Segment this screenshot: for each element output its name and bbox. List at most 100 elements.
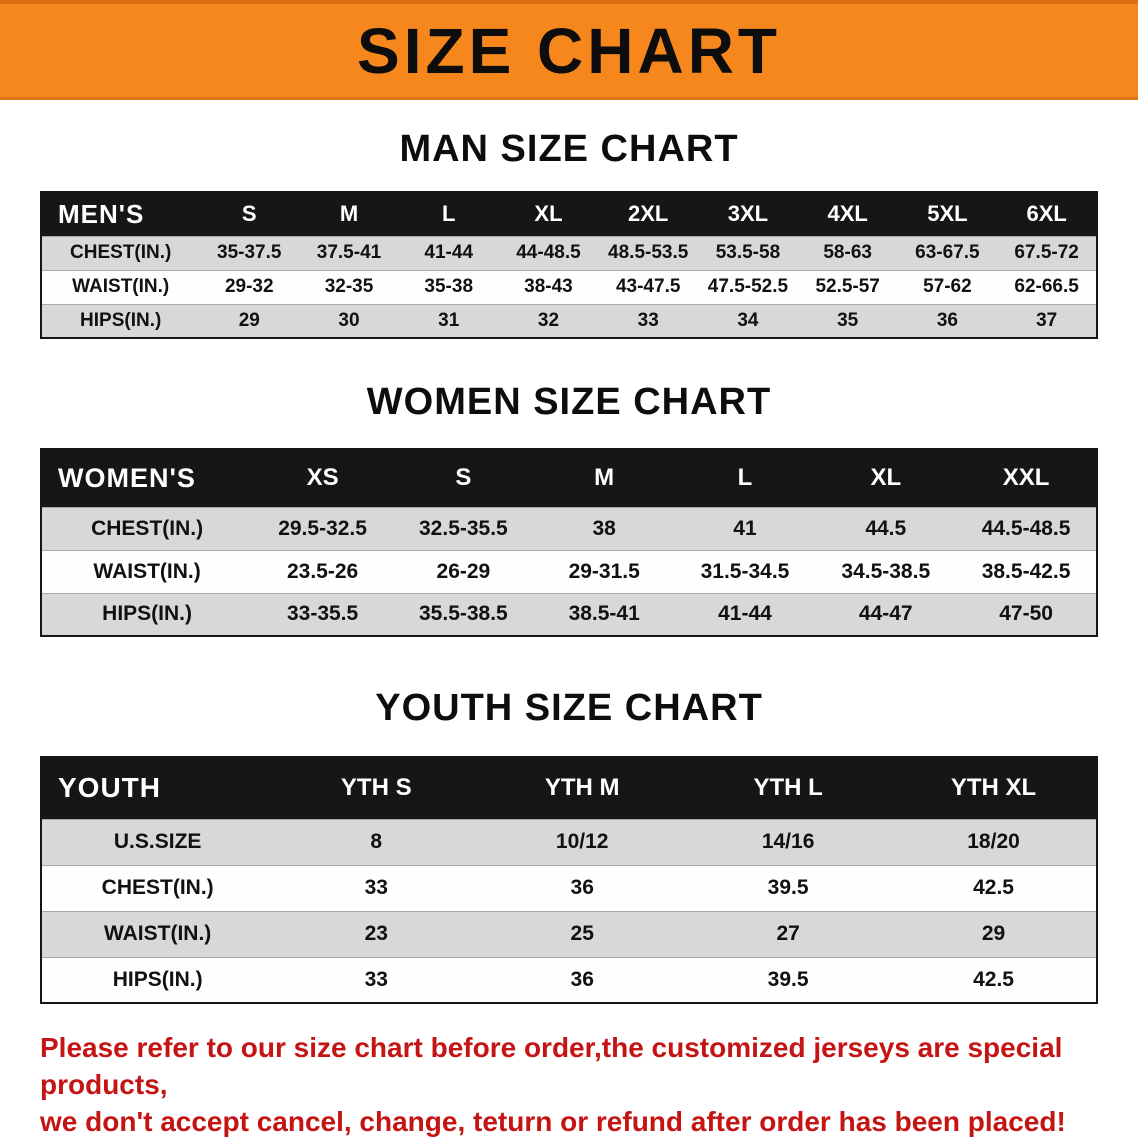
disclaimer-line-2: we don't accept cancel, change, teturn o… [40,1105,1066,1137]
measurement-value: 62-66.5 [1014,276,1079,297]
measurement-value: 44-47 [858,602,913,626]
disclaimer-line-1: Please refer to our size chart before or… [40,1032,1063,1100]
measurement-value: 35-38 [424,276,474,297]
size-column-header: XL [498,192,599,236]
measurement-value: 32.5-35.5 [419,516,508,540]
measurement-value: 67.5-72 [1014,242,1079,263]
measurement-value: 44-48.5 [516,242,581,263]
measurement-value: 36 [936,309,958,331]
measurement-label: CHEST(IN.) [70,242,172,263]
size-column-header: YTH M [479,757,686,819]
measurement-value: 44.5-48.5 [981,516,1071,540]
measurement-value: 29.5-32.5 [278,516,367,540]
measurement-value: 36 [570,876,594,899]
measurement-value: 32 [537,309,560,331]
measurement-label: WAIST(IN.) [103,922,212,945]
measurement-value: 35.5-38.5 [419,602,508,626]
measurement-label: HIPS(IN.) [102,602,193,626]
measurement-value: 38 [592,516,616,540]
measurement-value: 43-47.5 [615,276,681,297]
measurement-value: 48.5-53.5 [608,242,689,263]
measurement-value: 33 [637,309,659,331]
youth-size-chart-heading: YOUTH SIZE CHART [375,687,763,729]
measurement-value: 27 [776,922,800,945]
measurement-value: 52.5-57 [815,276,880,297]
table-row: WAIST(IN.) 23.5-26 26-29 29-31.5 31.5-34.5 34… [41,550,1097,593]
measurement-value: 37.5-41 [316,242,382,263]
measurement-value: 32-35 [324,276,374,297]
disclaimer: Please refer to our size chart before or… [40,1030,1100,1141]
measurement-value: 33 [364,876,388,899]
measurement-value: 30 [338,309,360,331]
size-column-header: XL [815,449,957,507]
measurement-label: HIPS(IN.) [80,309,162,331]
size-column-header: YTH L [685,757,892,819]
youth-size-table: YOUTH YTH S YTH M YTH L YTH XL U.S.SIZE 8 10/12… [40,756,1098,1004]
measurement-value: 14/16 [761,830,815,853]
measurement-value: 41-44 [718,602,772,626]
measurement-value: 35 [837,309,859,331]
measurement-value: 31 [438,309,460,331]
table-row: CHEST(IN.) 29.5-32.5 32.5-35.5 38 41 44.5 44.5… [41,507,1097,550]
measurement-value: 29 [238,309,260,331]
table-row: HIPS(IN.) 29 30 31 32 33 34 35 36 37 [41,304,1097,338]
measurement-value: 39.5 [767,967,809,991]
measurement-value: 47.5-52.5 [707,276,789,297]
size-column-header: 6XL [997,192,1097,236]
measurement-value: 57-62 [923,276,972,297]
measurement-value: 10/12 [555,830,609,853]
measurement-value: 36 [570,967,594,991]
measurement-value: 39.5 [767,876,809,899]
size-column-header: M [533,449,675,507]
table-row: U.S.SIZE 8 10/12 14/16 18/20 [41,819,1097,865]
size-column-header: S [199,192,300,236]
table-corner-label: MEN'S [41,192,200,236]
size-column-header: M [299,192,399,236]
measurement-value: 23.5-26 [286,559,359,583]
size-column-header: XS [252,449,393,507]
size-chart-banner: SIZE CHART [0,0,1138,100]
table-row: WAIST(IN.) 29-32 32-35 35-38 38-43 43-47.5 47.… [41,270,1097,304]
table-corner-label: WOMEN'S [41,449,253,507]
table-row: CHEST(IN.) 35-37.5 37.5-41 41-44 44-48.5 48.5… [41,236,1097,270]
measurement-label: CHEST(IN.) [101,876,214,899]
measurement-label: U.S.SIZE [113,830,202,853]
measurement-value: 38-43 [524,276,573,297]
measurement-label: WAIST(IN.) [93,559,201,583]
size-column-header: 4XL [797,192,898,236]
measurement-value: 42.5 [973,967,1014,991]
size-column-header: 2XL [598,192,699,236]
measurement-value: 26-29 [436,559,491,583]
measurement-value: 38.5-42.5 [981,559,1071,583]
table-row: HIPS(IN.) 33 36 39.5 42.5 [41,957,1097,1003]
women-size-chart-heading: WOMEN SIZE CHART [366,381,772,423]
measurement-value: 38.5-41 [568,602,640,626]
measurement-label: CHEST(IN.) [91,516,204,540]
measurement-value: 44.5 [865,516,907,540]
measurement-value: 47-50 [999,602,1053,626]
measurement-value: 53.5-58 [715,242,781,263]
size-column-header: S [392,449,534,507]
table-row: HIPS(IN.) 33-35.5 35.5-38.5 38.5-41 41-44 44-… [41,593,1097,636]
measurement-value: 29 [981,922,1006,945]
measurement-value: 41 [733,516,757,540]
measurement-value: 34 [737,309,759,331]
size-column-header: XXL [956,449,1097,507]
size-column-header: YTH S [273,757,480,819]
measurement-value: 58-63 [823,242,872,263]
table-header-row: YOUTH YTH S YTH M YTH L YTH XL [41,757,1097,819]
measurement-value: 63-67.5 [915,242,980,263]
measurement-value: 29-32 [224,276,274,297]
measurement-value: 35-37.5 [217,242,282,263]
measurement-value: 25 [570,922,594,945]
size-column-header: 5XL [897,192,998,236]
size-chart-title: SIZE CHART [357,14,781,87]
measurement-value: 29-31.5 [568,559,640,583]
measurement-value: 37 [1036,309,1058,331]
measurement-label: WAIST(IN.) [72,276,170,297]
man-size-chart-heading: MAN SIZE CHART [399,128,739,170]
measurement-value: 23 [364,922,388,945]
measurement-value: 31.5-34.5 [700,559,790,583]
measurement-value: 34.5-38.5 [841,559,931,583]
